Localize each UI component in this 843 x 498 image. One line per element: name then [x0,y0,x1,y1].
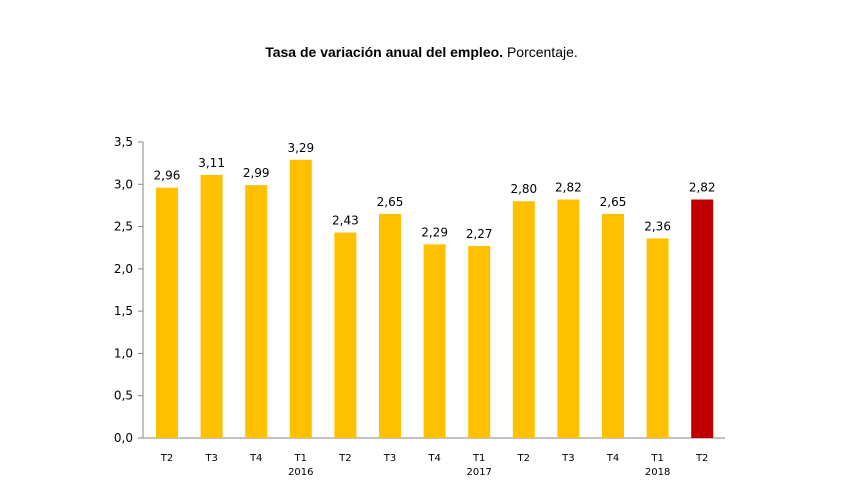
data-label: 2,29 [421,225,448,239]
title-rest: Porcentaje. [503,44,578,60]
data-label: 3,29 [287,141,314,155]
x-tick-label: T2 [160,453,173,464]
x-tick-label: T3 [383,453,396,464]
bar [423,244,446,438]
data-label: 3,11 [198,156,225,170]
x-tick-label: T1 [650,453,663,464]
data-label: 2,99 [243,166,270,180]
title-bold: Tasa de variación anual del empleo. [265,44,504,60]
bar [245,185,268,438]
y-tick-label: 1,5 [114,304,133,318]
bar [512,201,535,438]
x-tick-label: T3 [204,453,217,464]
bar [200,174,223,439]
x-tick-label: T1 [472,453,485,464]
data-label: 2,82 [689,181,716,195]
data-label: 2,27 [466,227,493,241]
bar [468,246,491,438]
y-tick-label: 1,0 [114,346,133,360]
data-label: 2,36 [644,219,671,233]
x-tick-label: T4 [427,453,440,464]
data-label: 2,43 [332,213,359,227]
bar [557,199,580,438]
x-tick-label: T4 [606,453,619,464]
data-label: 2,96 [154,169,181,183]
bar [691,199,714,438]
x-tick-label: T4 [249,453,262,464]
y-tick-label: 3,0 [114,177,133,191]
y-tick-label: 0,0 [114,431,133,445]
year-label: 2018 [645,467,670,478]
x-tick-label: T2 [517,453,530,464]
bar [156,187,178,438]
bar [646,238,669,438]
data-label: 2,65 [600,195,627,209]
x-tick-label: T1 [294,453,307,464]
data-label: 2,82 [555,181,582,195]
x-tick-label: T3 [561,453,574,464]
x-tick-label: T2 [695,453,708,464]
year-label: 2016 [288,467,313,478]
year-label: 2017 [466,467,491,478]
chart-title: Tasa de variación anual del empleo. Porc… [0,44,843,60]
y-tick-label: 3,5 [114,135,133,149]
data-label: 2,80 [510,182,537,196]
bar [379,213,401,438]
y-tick-label: 0,5 [114,389,133,403]
bar [602,213,624,438]
bar [334,232,357,438]
bar [289,159,312,438]
y-tick-label: 2,0 [114,262,133,276]
data-label: 2,65 [377,195,404,209]
y-tick-label: 2,5 [114,220,133,234]
x-tick-label: T2 [338,453,351,464]
